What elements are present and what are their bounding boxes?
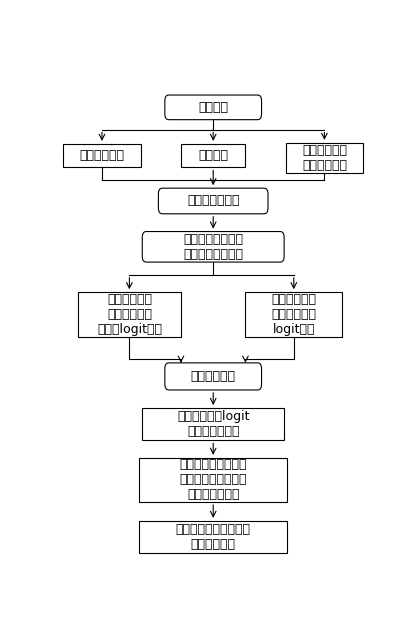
FancyBboxPatch shape [78, 292, 181, 337]
Text: 出行链模式选
择相关变量输
入多项logit模型: 出行链模式选 择相关变量输 入多项logit模型 [97, 293, 162, 336]
FancyBboxPatch shape [286, 143, 363, 173]
Text: 自行车方式选
变量输入二项
logit模型: 自行车方式选 变量输入二项 logit模型 [271, 293, 316, 336]
FancyBboxPatch shape [142, 408, 284, 440]
FancyBboxPatch shape [245, 292, 342, 337]
FancyBboxPatch shape [139, 458, 287, 502]
FancyBboxPatch shape [142, 232, 284, 262]
FancyBboxPatch shape [63, 144, 141, 168]
Text: 家庭特征: 家庭特征 [198, 149, 228, 162]
Text: 数据初始化，对变
量虚拟及编码操作: 数据初始化，对变 量虚拟及编码操作 [183, 233, 243, 261]
Text: 一日内出行活
动和方式选择: 一日内出行活 动和方式选择 [302, 144, 347, 172]
FancyBboxPatch shape [158, 188, 268, 214]
Text: 数据调查: 数据调查 [198, 101, 228, 114]
Text: 提取出行链模式: 提取出行链模式 [187, 195, 240, 207]
FancyBboxPatch shape [181, 144, 245, 168]
Text: 计算模型结果: 计算模型结果 [191, 370, 236, 383]
Text: 记录出行方式和活动
模式选择结果直到满
足迭代停止要求: 记录出行方式和活动 模式选择结果直到满 足迭代停止要求 [179, 458, 247, 501]
Text: 居民个体特征: 居民个体特征 [79, 149, 124, 162]
Text: 输入协同进化logit
模型并开始迭代: 输入协同进化logit 模型并开始迭代 [177, 410, 250, 438]
FancyBboxPatch shape [165, 363, 262, 390]
FancyBboxPatch shape [165, 95, 262, 120]
Text: 根据模型对自行车交通
需求进行预测: 根据模型对自行车交通 需求进行预测 [176, 523, 251, 551]
FancyBboxPatch shape [139, 521, 287, 554]
